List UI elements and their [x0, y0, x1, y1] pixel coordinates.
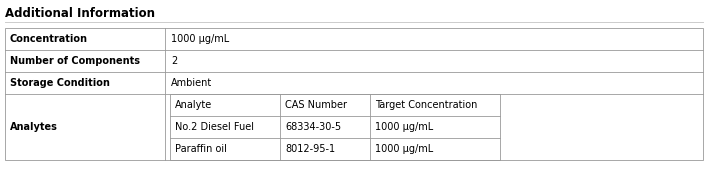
Text: 68334-30-5: 68334-30-5 [285, 122, 341, 132]
Text: 2: 2 [171, 56, 177, 66]
Text: Ambient: Ambient [171, 78, 212, 88]
Text: Storage Condition: Storage Condition [10, 78, 110, 88]
Text: 1000 µg/mL: 1000 µg/mL [171, 34, 229, 44]
Bar [5, 28, 703, 160]
Bar [170, 94, 500, 160]
Text: 1000 µg/mL: 1000 µg/mL [375, 144, 433, 154]
Text: 8012-95-1: 8012-95-1 [285, 144, 335, 154]
Text: 1000 µg/mL: 1000 µg/mL [375, 122, 433, 132]
Text: Analyte: Analyte [175, 100, 212, 110]
Text: Paraffin oil: Paraffin oil [175, 144, 227, 154]
Text: Target Concentration: Target Concentration [375, 100, 477, 110]
Text: Number of Components: Number of Components [10, 56, 140, 66]
Text: Analytes: Analytes [10, 122, 58, 132]
Text: Additional Information: Additional Information [5, 7, 155, 20]
Text: CAS Number: CAS Number [285, 100, 347, 110]
Text: Concentration: Concentration [10, 34, 88, 44]
Text: No.2 Diesel Fuel: No.2 Diesel Fuel [175, 122, 254, 132]
